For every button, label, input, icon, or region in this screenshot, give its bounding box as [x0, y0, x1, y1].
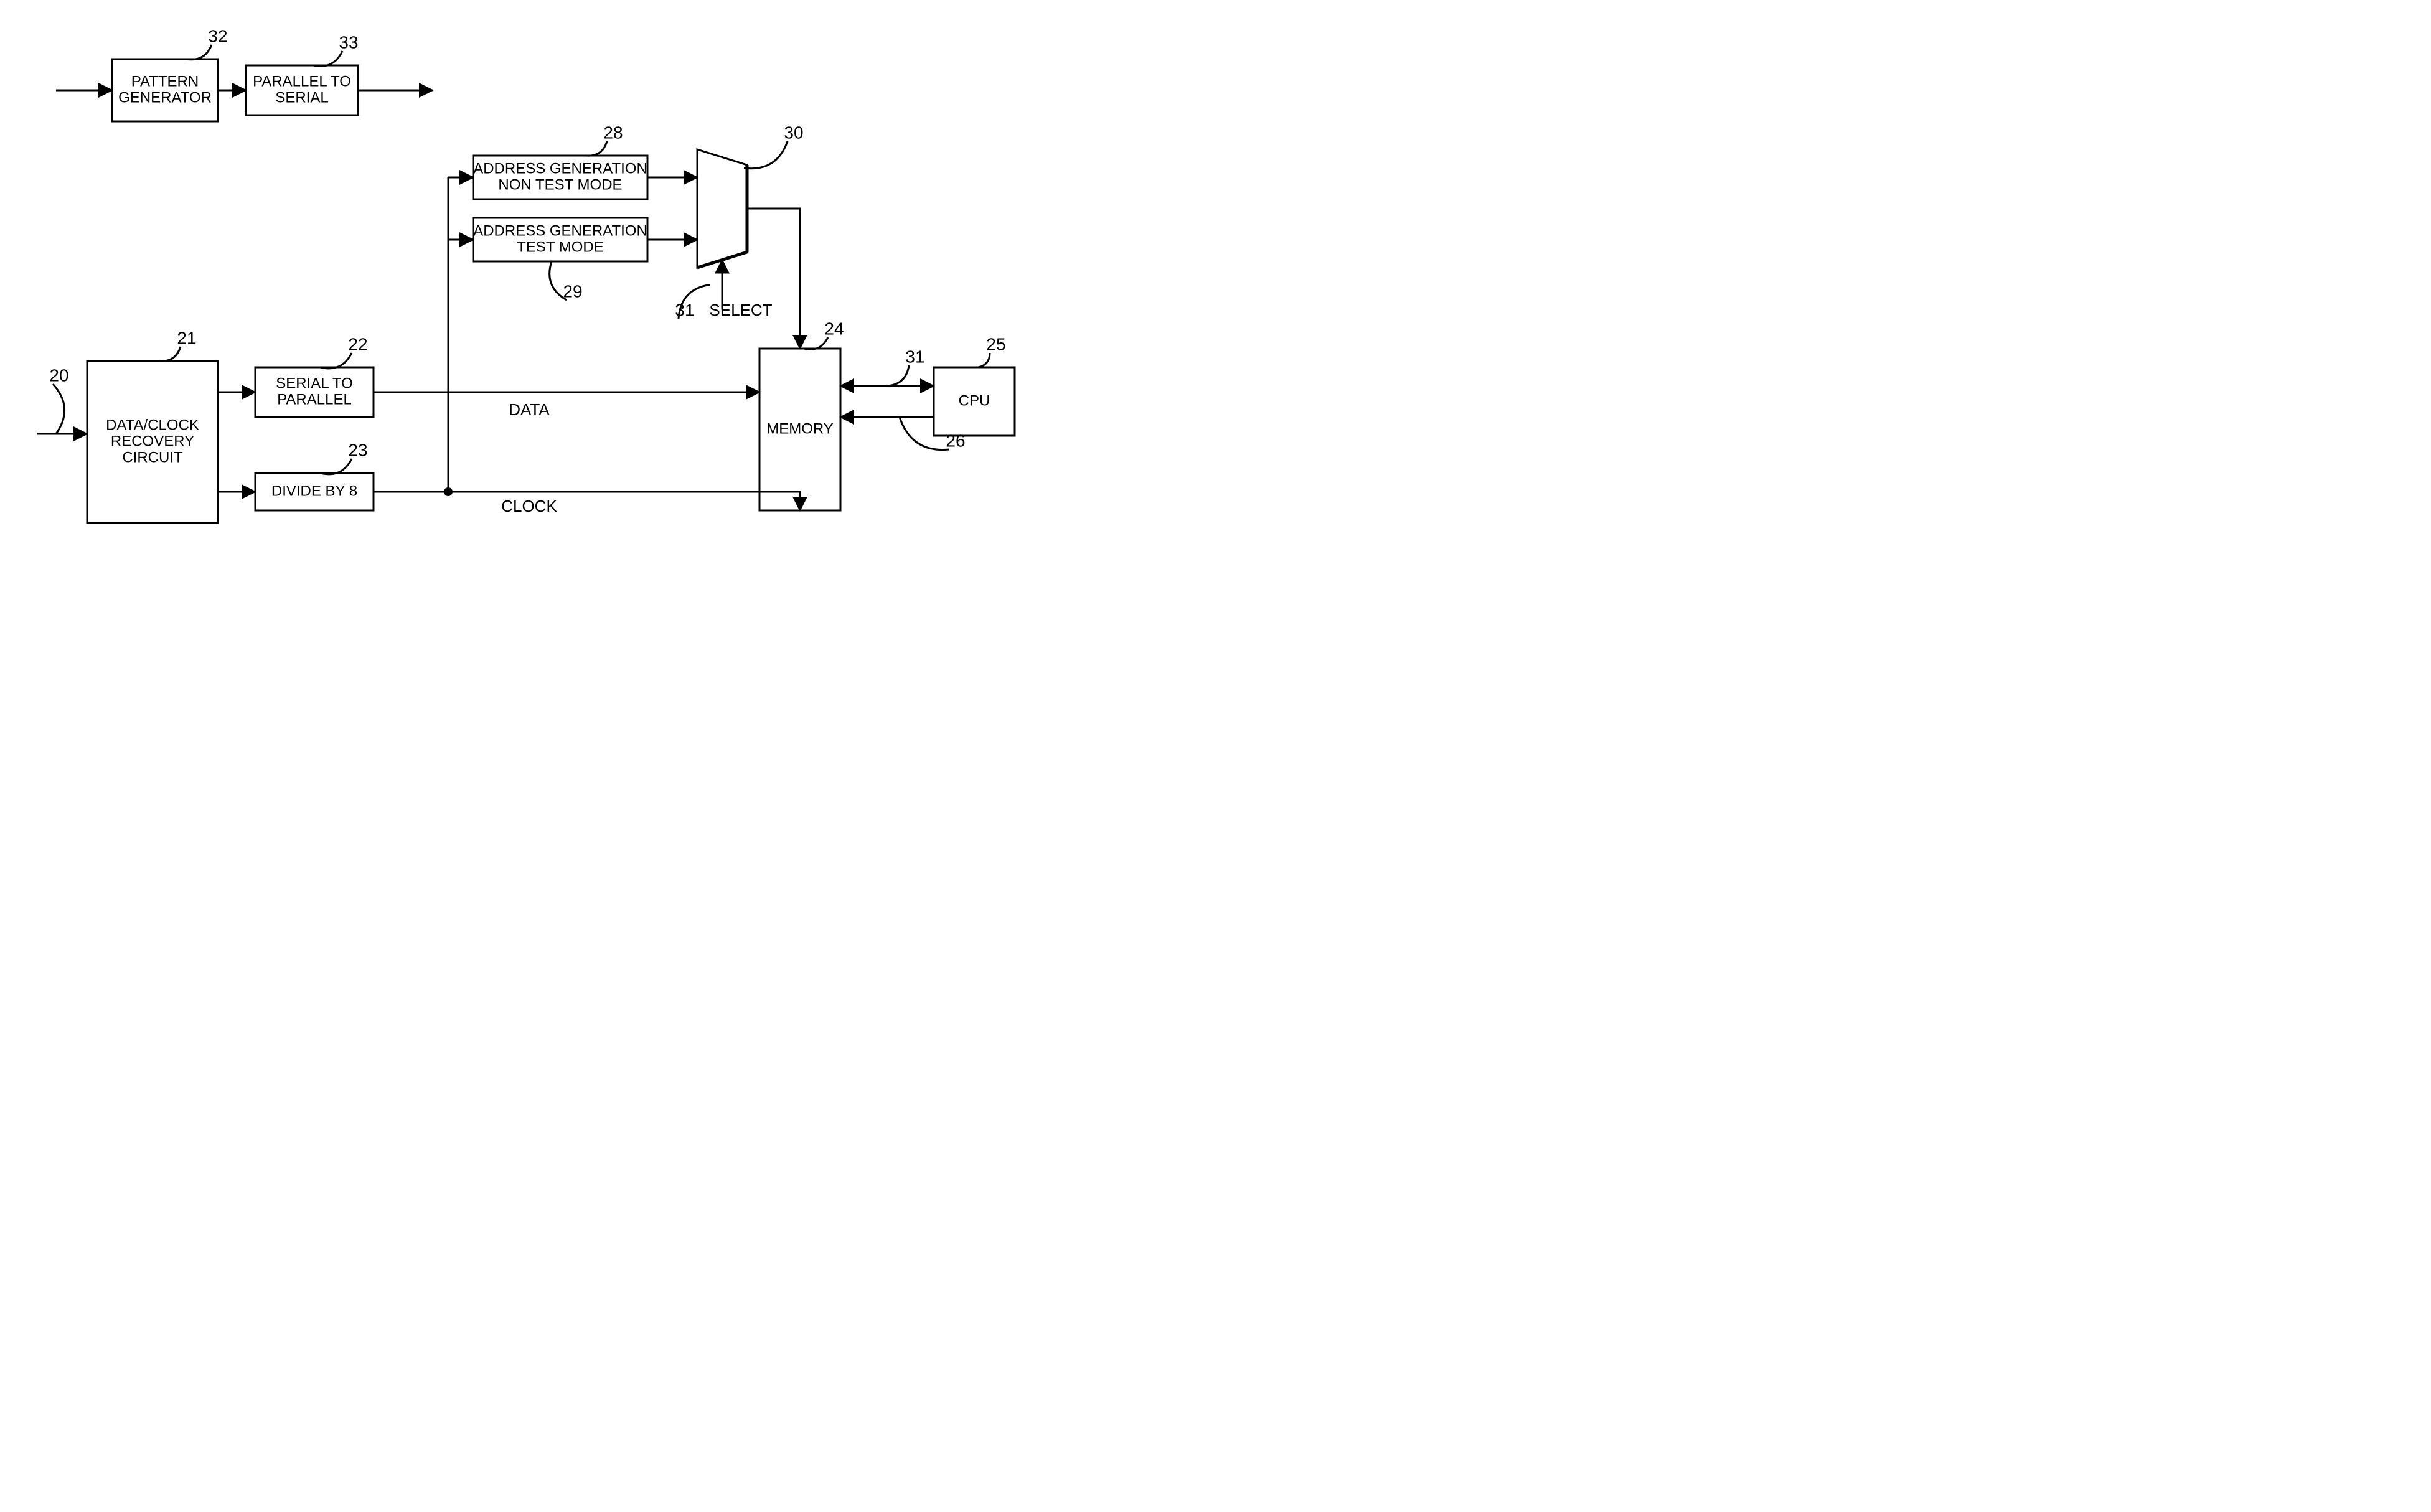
block-parallel_to_serial: PARALLEL TOSERIAL — [246, 65, 358, 115]
block-label: NON TEST MODE — [498, 176, 622, 193]
ref-lead — [321, 353, 352, 369]
mux — [697, 149, 747, 268]
ref-31: 31 — [905, 347, 924, 366]
ref-25: 25 — [986, 334, 1005, 354]
block-label: MEMORY — [766, 420, 834, 437]
block-label: ADDRESS GENERATION — [473, 160, 647, 177]
ref-22: 22 — [348, 334, 367, 354]
block-label: DIVIDE BY 8 — [271, 482, 357, 499]
ref-20: 20 — [49, 365, 68, 385]
ref-30: 30 — [784, 123, 803, 142]
signal-label-select: SELECT — [709, 301, 772, 319]
ref-28: 28 — [603, 123, 623, 142]
signal-label-data: DATA — [509, 400, 550, 419]
block-serial_to_parallel: SERIAL TOPARALLEL — [255, 367, 374, 417]
signal-label-clock: CLOCK — [501, 497, 557, 515]
block-label: PATTERN — [131, 73, 199, 90]
block-label: GENERATOR — [118, 89, 212, 106]
ref-24: 24 — [824, 319, 844, 338]
ref-21: 21 — [177, 328, 196, 347]
ref-29: 29 — [563, 281, 582, 301]
block-pattern_generator: PATTERNGENERATOR — [112, 59, 218, 121]
block-label: RECOVERY — [111, 433, 194, 449]
block-label: PARALLEL — [277, 391, 352, 408]
ref-lead — [313, 51, 342, 66]
ref-lead — [744, 141, 788, 169]
ref-32: 32 — [208, 26, 227, 45]
ref-lead — [186, 45, 212, 60]
ref-lead — [53, 384, 65, 434]
block-divide_by_8: DIVIDE BY 8 — [255, 473, 374, 510]
block-addr_test: ADDRESS GENERATIONTEST MODE — [473, 218, 647, 261]
block-cpu: CPU — [934, 367, 1015, 436]
block-label: TEST MODE — [517, 238, 604, 255]
ref-23: 23 — [348, 440, 367, 459]
edge-clock — [374, 492, 800, 510]
block-data_clock_recovery: DATA/CLOCKRECOVERYCIRCUIT — [87, 361, 218, 523]
ref-33: 33 — [339, 32, 358, 52]
ref-lead — [159, 347, 181, 361]
block-memory: MEMORY — [759, 349, 840, 510]
block-label: PARALLEL TO — [253, 73, 351, 90]
ref-lead — [321, 459, 352, 474]
ref-lead — [979, 353, 990, 367]
ref-lead — [586, 141, 607, 156]
block-label: CIRCUIT — [122, 449, 183, 466]
block-addr_non_test: ADDRESS GENERATIONNON TEST MODE — [473, 156, 647, 199]
block-label: SERIAL TO — [276, 375, 353, 392]
ref-26: 26 — [946, 431, 965, 450]
block-label: ADDRESS GENERATION — [473, 222, 647, 239]
block-label: DATA/CLOCK — [106, 416, 199, 433]
ref-lead — [887, 365, 909, 386]
edge-mux-memory — [747, 209, 800, 349]
block-label: SERIAL — [275, 89, 328, 106]
ref-31: 31 — [675, 300, 694, 319]
ref-lead — [804, 337, 829, 349]
block-label: CPU — [959, 392, 990, 409]
block-diagram: PATTERNGENERATOR PARALLEL TOSERIAL DATA/CL… — [0, 0, 1121, 697]
